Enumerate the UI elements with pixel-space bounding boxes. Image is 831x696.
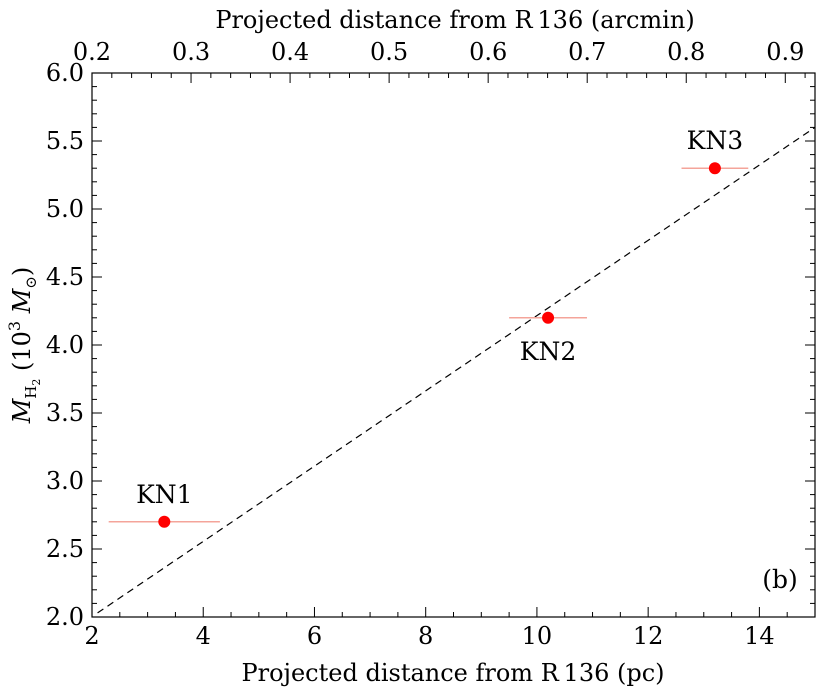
x-top-tick-label: 0.6 <box>469 38 507 66</box>
y-tick-label: 4.0 <box>46 331 84 359</box>
y-axis-title-exp: 3 <box>5 321 24 331</box>
point-kn2 <box>542 311 555 324</box>
y-axis-title: MH2 (103 M⊙) <box>5 267 43 425</box>
x-tick-label: 10 <box>522 622 553 650</box>
point-label-kn2: KN2 <box>520 337 576 366</box>
x-top-tick-label: 0.4 <box>271 38 309 66</box>
x-tick-label: 6 <box>307 622 322 650</box>
fit-line <box>97 126 816 614</box>
y-axis-title-m: M <box>8 397 36 424</box>
x-tick-label: 14 <box>744 622 775 650</box>
x-top-tick-label: 0.8 <box>667 38 705 66</box>
x-tick-label: 2 <box>84 622 99 650</box>
y-tick-label: 3.5 <box>46 399 84 427</box>
x-tick-label: 8 <box>418 622 433 650</box>
y-axis-title-sub: H <box>22 386 40 399</box>
y-axis-title-unit-open: (10 <box>8 331 36 379</box>
point-label-kn1: KN1 <box>136 480 192 509</box>
y-axis-title-unit-m: M <box>8 287 36 321</box>
x-axis-title: Projected distance from R 136 (pc) <box>241 659 664 687</box>
point-label-kn3: KN3 <box>687 126 743 155</box>
point-kn3 <box>708 162 721 175</box>
y-axis-title-unit-close: ) <box>8 267 36 276</box>
y-axis-title-subsub: 2 <box>30 379 43 386</box>
y-tick-label: 4.5 <box>46 263 84 291</box>
y-tick-label: 3.0 <box>46 467 84 495</box>
y-tick-label: 5.0 <box>46 195 84 223</box>
x-top-tick-label: 0.3 <box>172 38 210 66</box>
x-top-tick-label: 0.7 <box>568 38 606 66</box>
x-top-tick-label: 0.5 <box>370 38 408 66</box>
x-top-tick-label: 0.9 <box>766 38 804 66</box>
point-kn1 <box>158 515 171 528</box>
x-tick-label: 12 <box>633 622 664 650</box>
y-tick-label: 6.0 <box>46 59 84 87</box>
x-top-axis-title: Projected distance from R 136 (arcmin) <box>215 6 694 34</box>
x-tick-label: 4 <box>196 622 211 650</box>
x-top-tick-label: 0.2 <box>73 38 111 66</box>
y-tick-label: 2.0 <box>46 603 84 631</box>
y-tick-label: 5.5 <box>46 127 84 155</box>
y-axis-title-sun: ⊙ <box>22 276 40 289</box>
y-tick-label: 2.5 <box>46 535 84 563</box>
panel-label: (b) <box>762 565 798 594</box>
